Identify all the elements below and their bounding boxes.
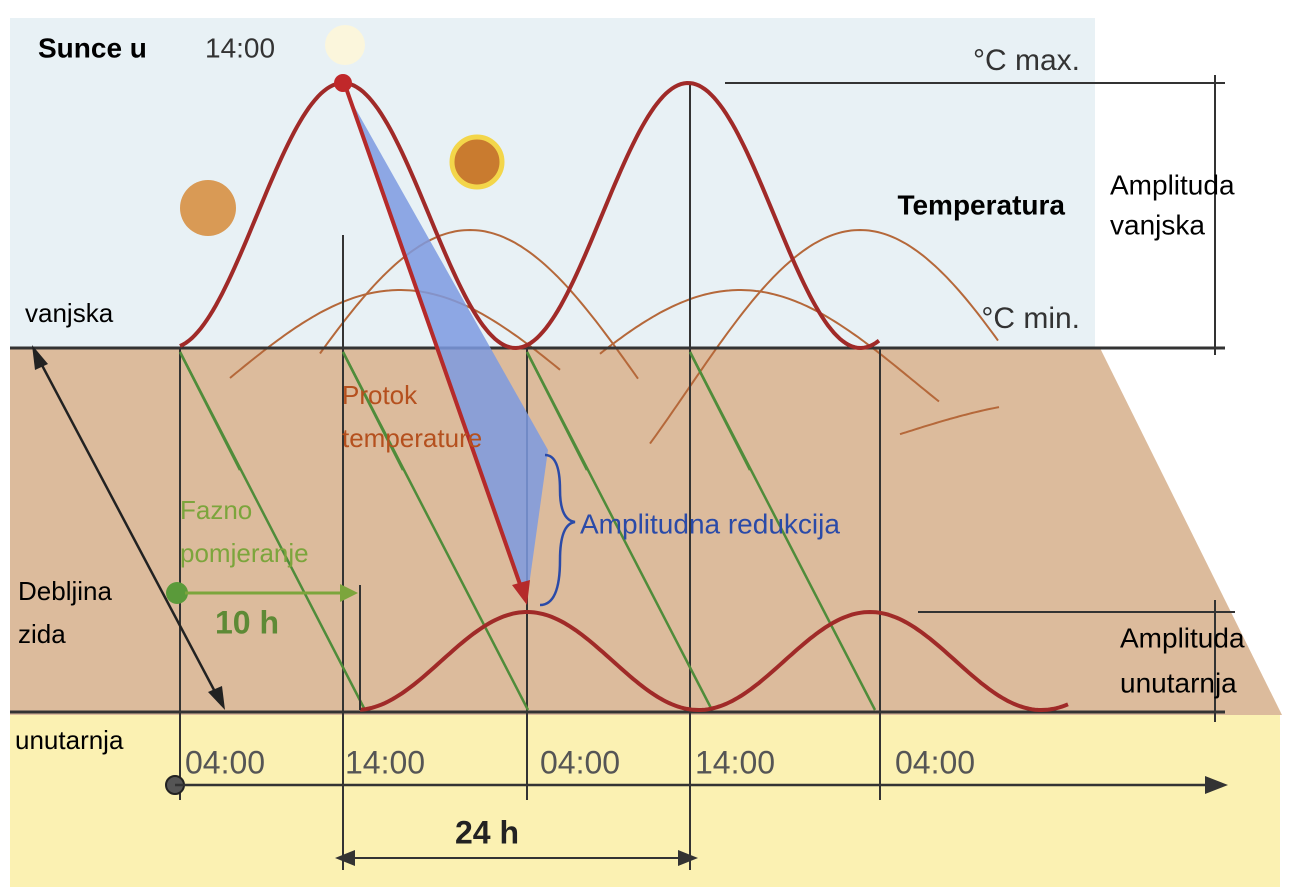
phase-line [178, 351, 242, 471]
phase-line [688, 351, 752, 471]
outer-side: vanjska [25, 298, 114, 328]
outer-wave [179, 80, 881, 351]
attenuated-wave [899, 406, 1000, 436]
period-label: 24 h [455, 814, 519, 850]
phase-dot [166, 582, 188, 604]
flow-label: temperature [342, 423, 482, 453]
outer-zone [10, 18, 1095, 348]
thickness-label: Debljina [18, 576, 112, 606]
time-label: 04:00 [540, 744, 620, 780]
arrow-head [678, 850, 698, 866]
arrow-head [1205, 776, 1228, 794]
sun [180, 180, 236, 236]
phase-label: Fazno [180, 495, 252, 525]
sun [325, 25, 365, 65]
min-label: °C min. [981, 302, 1080, 335]
inner-amplitude: unutarnja [1120, 667, 1237, 698]
phase-label: pomjeranje [180, 538, 309, 568]
flow-arrow [343, 84, 524, 591]
flow-label: Protok [342, 380, 418, 410]
inner-amplitude: Amplituda [1120, 622, 1245, 653]
sun-label: Sunce u [38, 32, 147, 63]
thickness-arrow [33, 351, 224, 706]
thickness-label: zida [18, 619, 66, 649]
phase-line [525, 351, 589, 471]
time-label: 14:00 [345, 744, 425, 780]
arrow-head [512, 580, 530, 605]
inner-side: unutarnja [15, 725, 124, 755]
sun-point [334, 74, 352, 92]
wall-zone [10, 348, 1282, 715]
arrow-head [32, 345, 48, 370]
arrow-head [340, 584, 358, 602]
phase-line [341, 351, 405, 471]
reduction-wedge [345, 90, 548, 600]
sun-time: 14:00 [205, 32, 275, 63]
attenuated-wave [229, 289, 561, 379]
arrow-head [208, 686, 225, 710]
time-label: 04:00 [185, 744, 265, 780]
reduction-label: Amplitudna redukcija [580, 508, 840, 539]
shift-label: 10 h [215, 604, 279, 640]
max-label: °C max. [973, 44, 1080, 77]
arrow-head [335, 850, 355, 866]
time-label: 04:00 [895, 744, 975, 780]
attenuated-wave [649, 228, 999, 445]
time-label: 14:00 [695, 744, 775, 780]
inner-zone [10, 715, 1280, 887]
outer-amplitude: vanjska [1110, 209, 1205, 240]
outer-amplitude: Amplituda [1110, 169, 1235, 200]
attenuated-wave [599, 289, 940, 403]
temperature-title: Temperatura [897, 189, 1065, 220]
attenuated-wave [319, 228, 639, 380]
sun [449, 134, 505, 190]
inner-wave [359, 609, 1069, 713]
brace [539, 453, 576, 607]
